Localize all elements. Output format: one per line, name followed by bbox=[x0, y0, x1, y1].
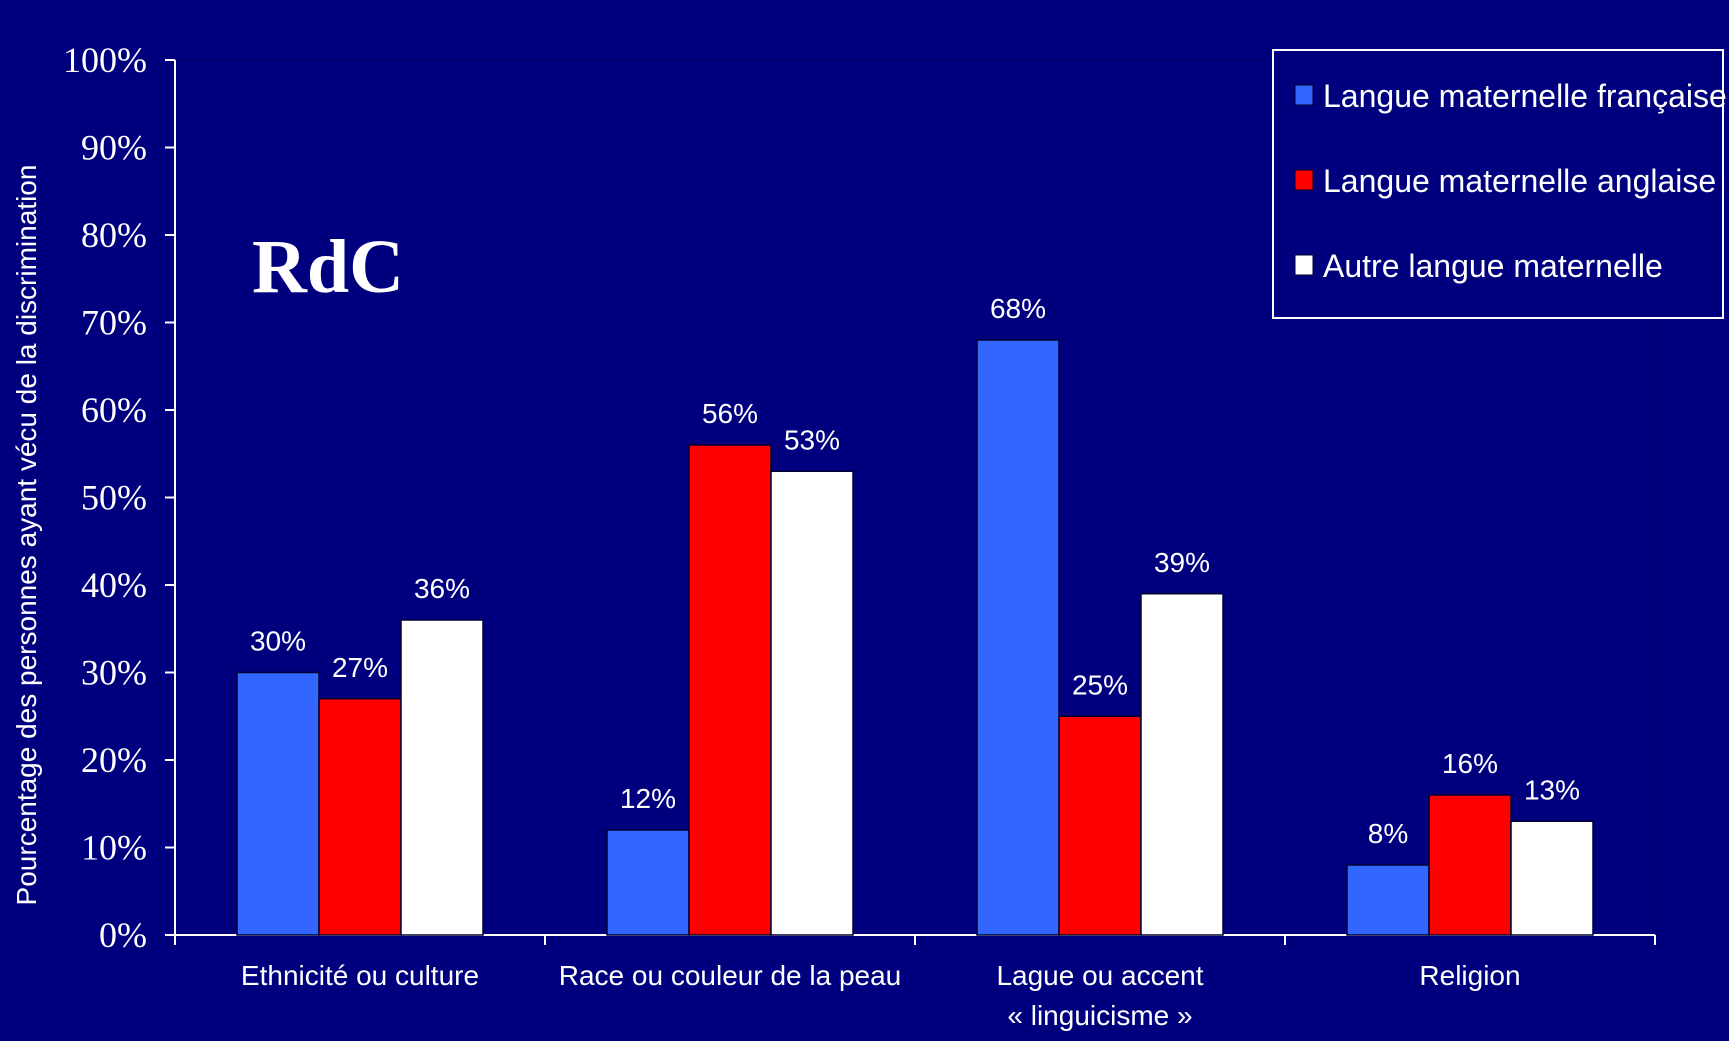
data-label: 53% bbox=[784, 424, 840, 455]
legend-label: Langue maternelle française bbox=[1323, 78, 1727, 114]
legend: Langue maternelle française Langue matern… bbox=[1272, 49, 1727, 319]
legend-swatch bbox=[1294, 84, 1314, 106]
y-tick-label: 50% bbox=[81, 478, 147, 518]
data-label: 13% bbox=[1524, 774, 1580, 805]
data-label: 30% bbox=[250, 626, 306, 657]
data-label: 56% bbox=[702, 398, 758, 429]
y-tick-label: 10% bbox=[81, 828, 147, 868]
x-tick-label: Lague ou accent bbox=[996, 960, 1203, 991]
data-label: 8% bbox=[1368, 818, 1408, 849]
bar bbox=[1058, 715, 1142, 936]
y-tick-label: 70% bbox=[81, 303, 147, 343]
x-tick-label: « linguicisme » bbox=[1007, 1000, 1192, 1031]
bars: 30% 27% 36% 12% 56% 53% 68% 25% 39% 8% 16% 13% bbox=[236, 293, 1594, 936]
y-tick-label: 60% bbox=[81, 390, 147, 430]
bar bbox=[976, 339, 1060, 936]
bar bbox=[1346, 864, 1430, 936]
bar bbox=[1140, 593, 1224, 936]
y-tick-label: 30% bbox=[81, 653, 147, 693]
y-tick-label: 80% bbox=[81, 215, 147, 255]
legend-swatch bbox=[1294, 254, 1314, 276]
data-label: 16% bbox=[1442, 748, 1498, 779]
data-label: 27% bbox=[332, 652, 388, 683]
chart-overlay-label: RdC bbox=[252, 225, 404, 309]
axes: 0% 10% 20% 30% 40% 50% 60% 70% 80% 90% 100% Ethnici… bbox=[63, 40, 1656, 1031]
legend-label: Autre langue maternelle bbox=[1323, 248, 1663, 284]
bar bbox=[1510, 820, 1594, 936]
y-tick-label: 20% bbox=[81, 740, 147, 780]
bar bbox=[400, 619, 484, 936]
data-label: 25% bbox=[1072, 669, 1128, 700]
bar bbox=[1428, 794, 1512, 936]
y-tick-label: 0% bbox=[99, 915, 147, 955]
y-tick-label: 90% bbox=[81, 128, 147, 168]
legend-box bbox=[1272, 49, 1724, 319]
x-tick-label: Religion bbox=[1419, 960, 1520, 991]
data-label: 12% bbox=[620, 783, 676, 814]
bar bbox=[770, 470, 854, 936]
x-tick-label: Ethnicité ou culture bbox=[241, 960, 479, 991]
y-axis-title: Pourcentage des personnes ayant vécu de … bbox=[11, 165, 42, 906]
y-tick-label: 100% bbox=[63, 40, 147, 80]
x-tick-label: Race ou couleur de la peau bbox=[559, 960, 901, 991]
data-label: 36% bbox=[414, 573, 470, 604]
legend-label: Langue maternelle anglaise bbox=[1323, 163, 1716, 199]
y-tick-label: 40% bbox=[81, 565, 147, 605]
data-label: 39% bbox=[1154, 547, 1210, 578]
legend-swatch bbox=[1294, 169, 1314, 191]
data-label: 68% bbox=[990, 293, 1046, 324]
bar bbox=[606, 829, 690, 936]
bar bbox=[688, 444, 772, 936]
bar bbox=[318, 698, 402, 936]
bar bbox=[236, 671, 320, 936]
